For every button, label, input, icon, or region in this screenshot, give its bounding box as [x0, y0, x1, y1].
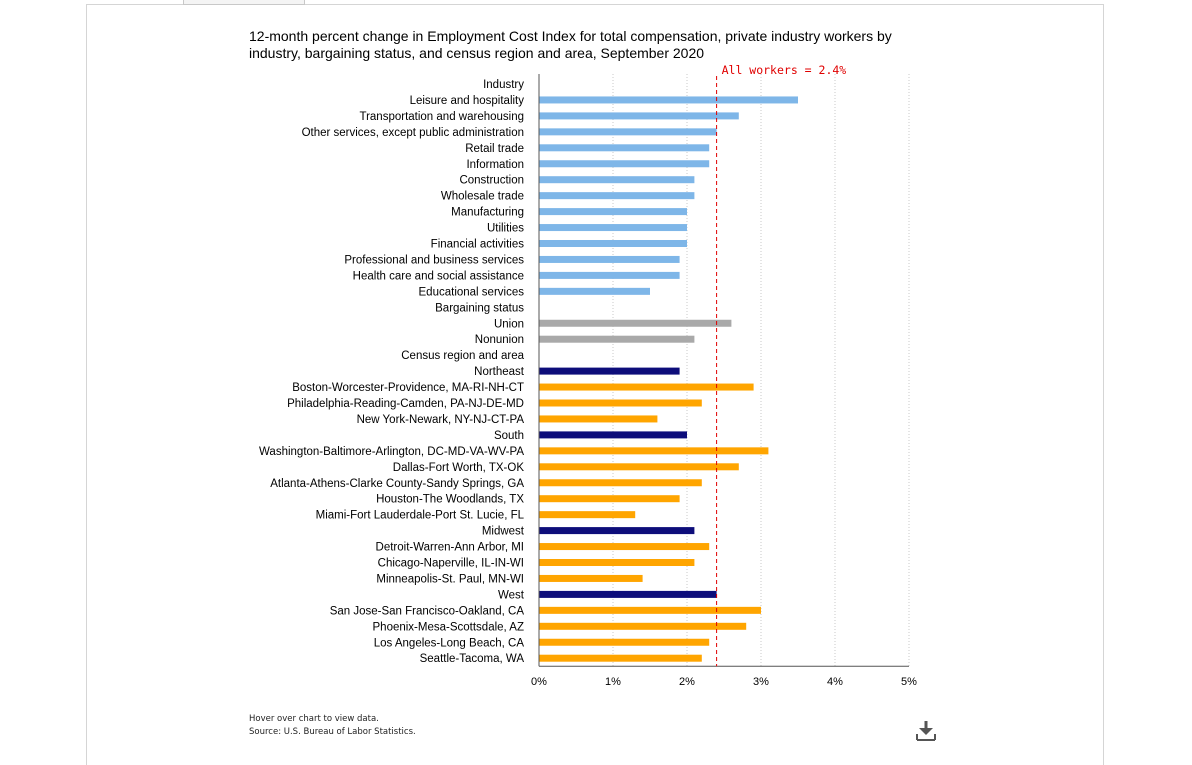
bar-label: Dallas-Fort Worth, TX-OK [393, 462, 525, 474]
bar-label: Nonunion [475, 334, 524, 346]
tab-stub[interactable] [183, 0, 305, 5]
bar-chart[interactable]: 0% 1% 2% 3% 4% 5% Industry Leisure and hospital… [0, 0, 1192, 745]
bar[interactable] [539, 160, 710, 168]
chart-title: 12-month percent change in Employment Co… [249, 28, 892, 61]
hover-note: Hover over chart to view data. [249, 714, 379, 724]
bar-label: New York-Newark, NY-NJ-CT-PA [357, 414, 525, 426]
bar[interactable] [539, 479, 702, 487]
bar[interactable] [539, 240, 688, 247]
bar-label: Chicago-Naperville, IL-IN-WI [378, 558, 524, 570]
bar-label: Los Angeles-Long Beach, CA [374, 637, 525, 649]
bar-label: Atlanta-Athens-Clarke County-Sandy Sprin… [270, 478, 524, 490]
bar-label: Miami-Fort Lauderdale-Port St. Lucie, FL [316, 510, 525, 522]
bar[interactable] [539, 399, 702, 407]
bar-label: West [498, 589, 525, 601]
bar-label: Wholesale trade [441, 191, 524, 203]
bar-label: Construction [459, 175, 524, 187]
bar-label: Leisure and hospitality [410, 95, 525, 107]
chart-frame [86, 4, 1104, 765]
bar[interactable] [539, 622, 747, 630]
bar-label: Northeast [474, 366, 525, 378]
bar[interactable] [539, 447, 769, 455]
bar-label: Financial activities [431, 239, 525, 251]
bar[interactable] [539, 574, 643, 582]
bar[interactable] [539, 495, 680, 503]
bar-label: Washington-Baltimore-Arlington, DC-MD-VA… [259, 446, 524, 458]
bar-label: Educational services [419, 286, 525, 298]
bar[interactable] [539, 511, 636, 519]
bar[interactable] [539, 431, 688, 439]
category-header: Census region and area [401, 350, 524, 362]
bar[interactable] [539, 367, 680, 375]
bar[interactable] [539, 176, 695, 184]
bar-label: San Jose-San Francisco-Oakland, CA [330, 605, 525, 617]
bar[interactable] [539, 335, 695, 343]
x-tick-label: 0% [531, 676, 547, 688]
bar-label: Seattle-Tacoma, WA [420, 653, 525, 665]
bar-label: Midwest [482, 526, 525, 538]
download-icon[interactable] [914, 720, 938, 742]
x-tick-label: 5% [901, 676, 917, 688]
category-header: Bargaining status [435, 302, 524, 314]
bar[interactable] [539, 319, 732, 327]
bar-label: Transportation and warehousing [359, 111, 524, 123]
bar-label: Retail trade [465, 143, 524, 155]
bar-label: Other services, except public administra… [302, 127, 524, 139]
bar[interactable] [539, 192, 695, 200]
bar[interactable] [539, 654, 702, 662]
bar-label: Professional and business services [344, 254, 524, 266]
bar[interactable] [539, 112, 739, 120]
x-tick-label: 4% [827, 676, 843, 688]
bar[interactable] [539, 96, 799, 104]
bar[interactable] [539, 590, 717, 598]
bar-label: Houston-The Woodlands, TX [376, 494, 524, 506]
bar-label: Detroit-Warren-Ann Arbor, MI [376, 542, 524, 554]
bar[interactable] [539, 224, 688, 232]
bar-label: Boston-Worcester-Providence, MA-RI-NH-CT [292, 382, 524, 394]
bar[interactable] [539, 543, 710, 551]
bar[interactable] [539, 383, 754, 391]
bar[interactable] [539, 463, 739, 471]
x-tick-label: 2% [679, 676, 695, 688]
bar-label: Health care and social assistance [353, 270, 524, 282]
bar[interactable] [539, 415, 658, 423]
bar[interactable] [539, 287, 651, 295]
category-header: Industry [483, 79, 524, 91]
x-tick-label: 3% [753, 676, 769, 688]
source-note: Source: U.S. Bureau of Labor Statistics. [249, 727, 416, 737]
bar[interactable] [539, 638, 710, 646]
bar[interactable] [539, 208, 688, 216]
bar-label: Utilities [487, 223, 524, 235]
reference-line-label: All workers = 2.4% [722, 63, 847, 77]
bar-label: Philadelphia-Reading-Camden, PA-NJ-DE-MD [287, 398, 524, 410]
bar-label: Union [494, 318, 524, 330]
bar[interactable] [539, 527, 695, 535]
bar-label: Information [466, 159, 524, 171]
bar[interactable] [539, 559, 695, 566]
bar-label: Phoenix-Mesa-Scottsdale, AZ [373, 621, 525, 633]
bar-label: South [494, 430, 524, 442]
bar[interactable] [539, 144, 710, 152]
x-tick-label: 1% [605, 676, 621, 688]
bar[interactable] [539, 128, 717, 136]
bar[interactable] [539, 271, 680, 279]
bar-label: Minneapolis-St. Paul, MN-WI [376, 573, 524, 585]
bar-label: Manufacturing [451, 207, 524, 219]
bar[interactable] [539, 606, 762, 614]
bar[interactable] [539, 255, 680, 263]
